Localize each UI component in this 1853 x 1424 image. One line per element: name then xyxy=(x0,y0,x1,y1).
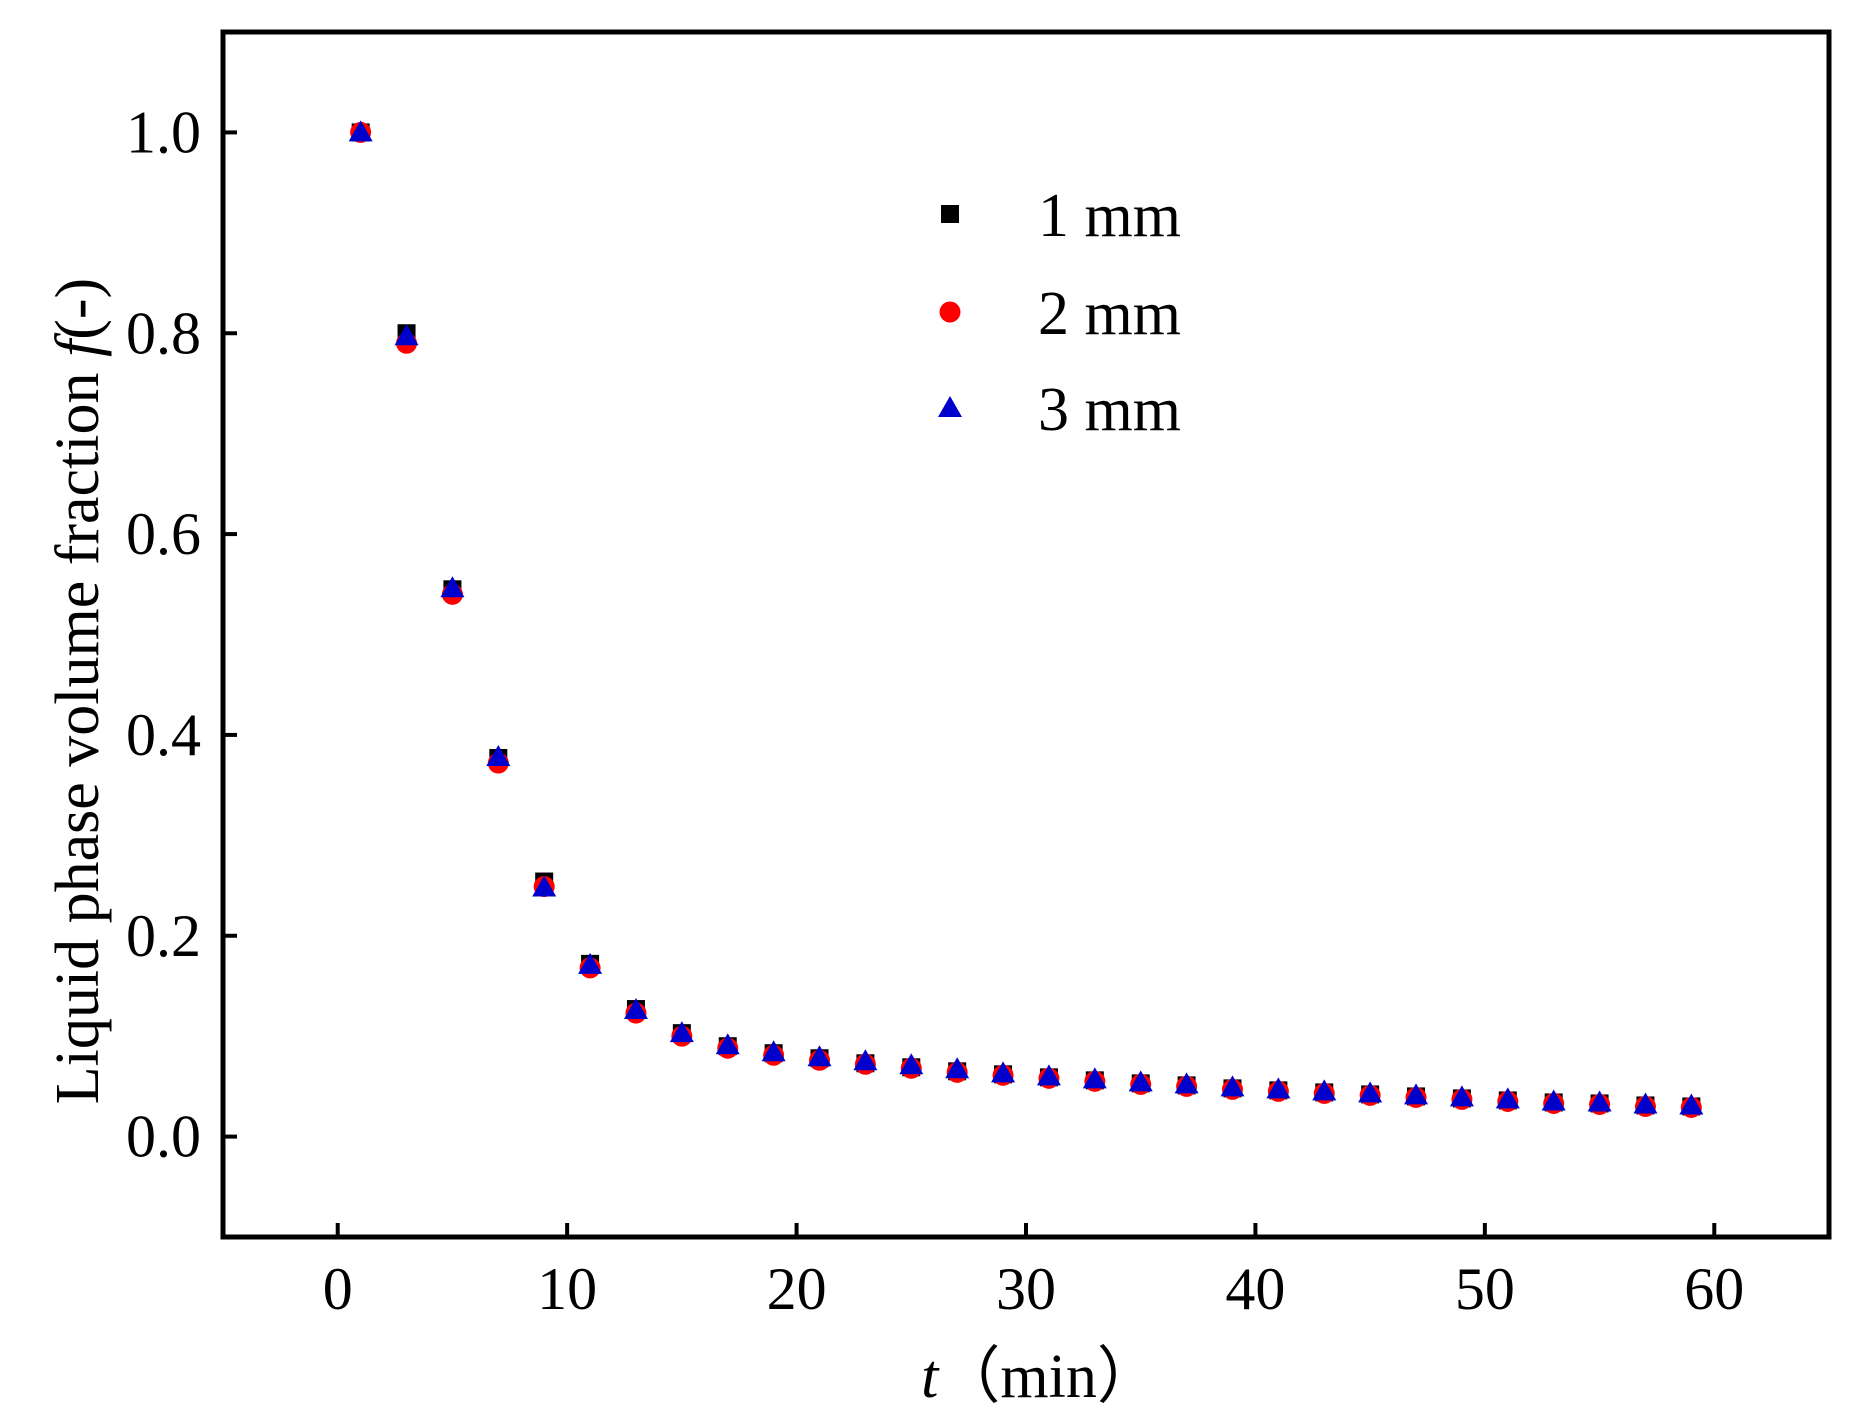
y-tick-label: 0.0 xyxy=(126,1104,201,1170)
data-point xyxy=(853,1049,878,1071)
x-axis-unit: （min） xyxy=(938,1343,1158,1411)
data-point xyxy=(623,998,648,1020)
y-tick-label: 0.2 xyxy=(126,903,201,969)
y-axis-text: Liquid phase volume fraction xyxy=(44,357,112,1104)
data-point xyxy=(1266,1077,1291,1099)
data-point xyxy=(945,1057,970,1079)
data-point xyxy=(1587,1090,1612,1112)
data-point xyxy=(807,1045,832,1067)
data-point xyxy=(532,875,557,897)
legend-marker xyxy=(941,205,959,223)
data-point xyxy=(669,1021,694,1043)
data-point xyxy=(578,952,603,974)
data-point xyxy=(1174,1072,1199,1094)
y-tick-label: 0.6 xyxy=(126,501,201,567)
data-point xyxy=(1679,1093,1704,1115)
data-point xyxy=(486,745,511,767)
legend-marker xyxy=(938,396,962,417)
x-tick-label: 60 xyxy=(1684,1256,1744,1322)
x-tick-label: 10 xyxy=(537,1256,597,1322)
legend-label: 3 mm xyxy=(1038,376,1181,444)
legend: 1 mm 2 mm 3 mm xyxy=(938,182,1181,444)
data-point xyxy=(991,1061,1016,1083)
data-point xyxy=(1495,1087,1520,1109)
data-point xyxy=(899,1053,924,1075)
x-tick-label: 20 xyxy=(767,1256,827,1322)
y-tick-label: 0.4 xyxy=(126,702,201,768)
data-point xyxy=(1541,1089,1566,1111)
data-point xyxy=(1036,1064,1061,1086)
data-point xyxy=(1220,1075,1245,1097)
data-point xyxy=(1358,1081,1383,1103)
legend-label: 2 mm xyxy=(1038,280,1181,348)
data-point xyxy=(348,120,373,142)
data-point xyxy=(715,1033,740,1055)
plot-frame xyxy=(220,29,1832,1240)
data-point xyxy=(1082,1067,1107,1089)
data-point xyxy=(1633,1092,1658,1114)
y-axis-unit: (-) xyxy=(44,278,112,340)
data-point xyxy=(1404,1083,1429,1105)
x-axis-title: t（min） xyxy=(921,1343,1159,1411)
data-point xyxy=(761,1040,786,1062)
series-3 xyxy=(348,120,1704,1115)
data-points xyxy=(348,120,1704,1118)
x-tick-label: 0 xyxy=(323,1256,353,1322)
data-point xyxy=(1312,1079,1337,1101)
x-axis-variable: t xyxy=(921,1343,940,1411)
data-point xyxy=(1449,1085,1474,1107)
data-point xyxy=(1128,1070,1153,1092)
x-tick-label: 30 xyxy=(996,1256,1056,1322)
y-axis-title: Liquid phase volume fraction f(-) xyxy=(44,278,112,1104)
x-tick-label: 40 xyxy=(1225,1256,1285,1322)
legend-label: 1 mm xyxy=(1038,182,1181,250)
legend-marker xyxy=(939,301,961,323)
y-tick-label: 1.0 xyxy=(126,99,201,165)
y-tick-label: 0.8 xyxy=(126,300,201,366)
data-point xyxy=(440,576,465,598)
x-tick-label: 50 xyxy=(1455,1256,1515,1322)
data-point xyxy=(394,324,419,346)
tick-labels: 0 10 20 30 40 50 60 0.0 0.2 0.4 0.6 0.8 1.0 xyxy=(126,99,1744,1322)
